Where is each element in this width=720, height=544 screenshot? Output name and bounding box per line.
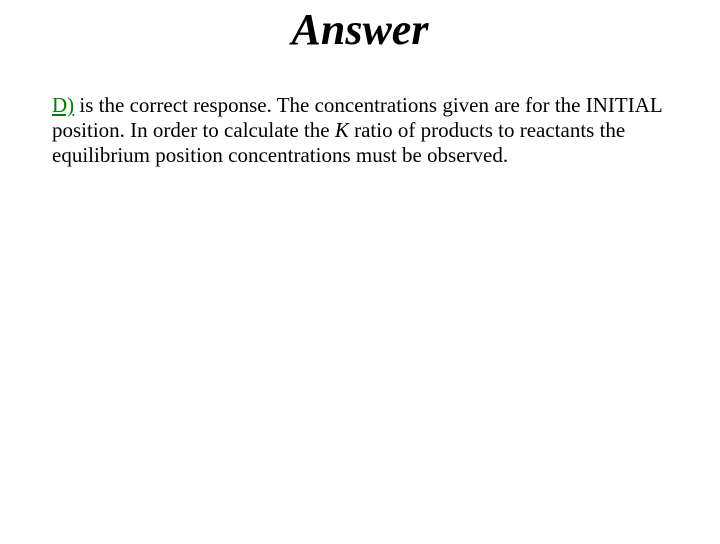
k-constant-symbol: K: [335, 118, 349, 142]
slide-container: Answer D) is the correct response. The c…: [0, 4, 720, 544]
correct-answer-letter: D): [52, 93, 74, 117]
answer-explanation: D) is the correct response. The concentr…: [0, 93, 720, 169]
slide-title: Answer: [0, 4, 720, 55]
